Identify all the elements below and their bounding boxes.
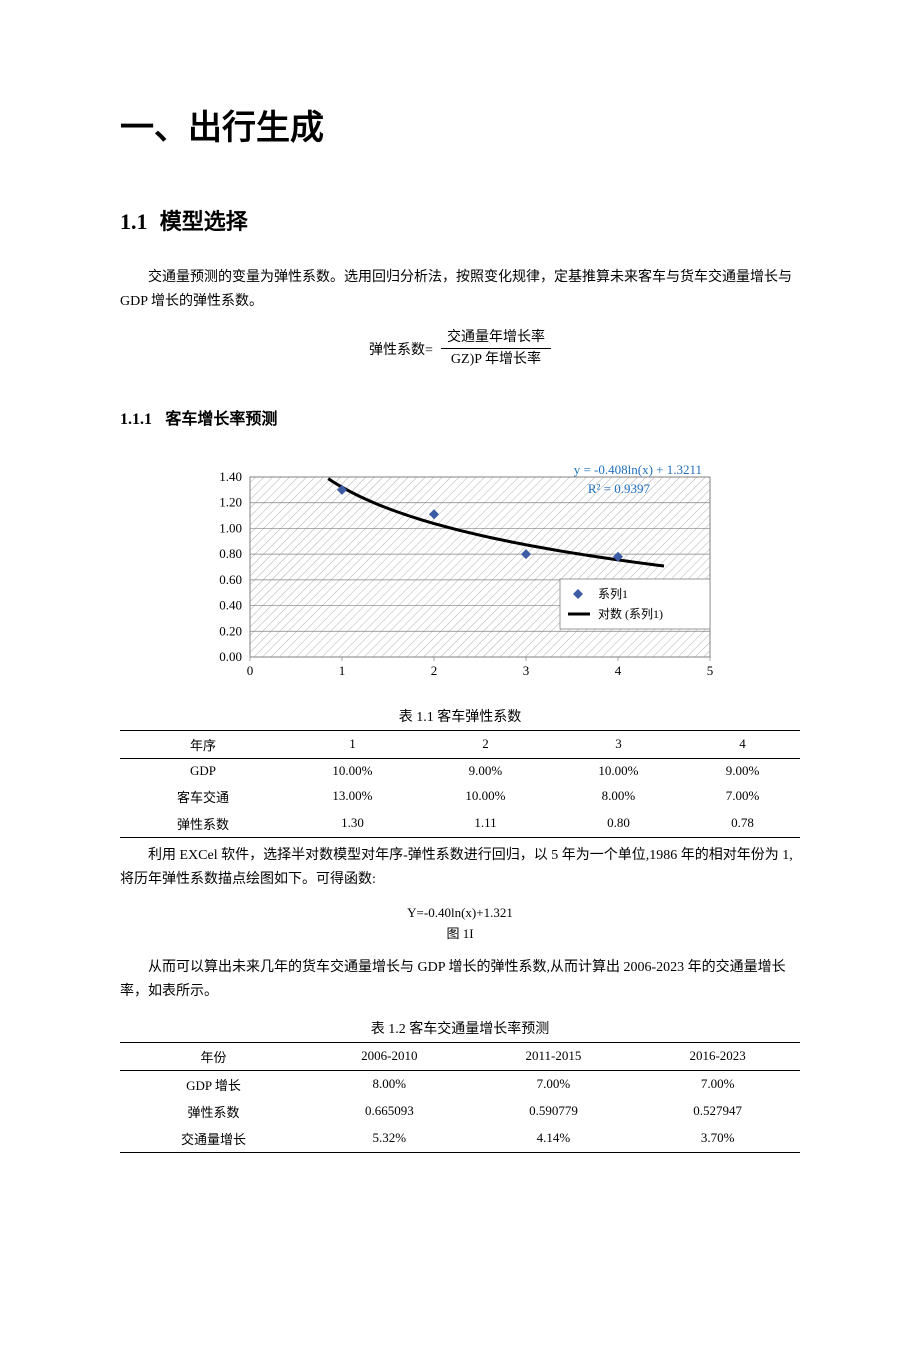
cell: 1.30 [286, 810, 419, 838]
cell: 7.00% [472, 1070, 636, 1098]
text: 增长的弹性系数。 [151, 294, 263, 309]
table2-caption: 表 1.2 客车交通量增长率预测 [120, 1018, 800, 1038]
row-label: 弹性系数 [120, 810, 286, 838]
cell: 7.00% [635, 1070, 800, 1098]
equation-line: Y=-0.40ln(x)+1.321 [120, 905, 800, 921]
row-label: GDP 增长 [120, 1070, 307, 1098]
svg-text:y = -0.408ln(x) + 1.3211: y = -0.408ln(x) + 1.3211 [574, 462, 702, 477]
col-label: 年份 [120, 1042, 307, 1070]
cell: 3.70% [635, 1125, 800, 1153]
cell: 8.00% [307, 1070, 472, 1098]
col-label: 年序 [120, 730, 286, 758]
row-label: 交通量增长 [120, 1125, 307, 1153]
svg-text:1: 1 [339, 663, 346, 678]
table-row: 弹性系数 0.665093 0.590779 0.527947 [120, 1098, 800, 1125]
cell: 4.14% [472, 1125, 636, 1153]
heading-1-1-1: 1.1.1 客车增长率预测 [120, 405, 800, 429]
heading-num: 1.1.1 [120, 411, 152, 428]
col-3: 3 [552, 730, 685, 758]
table-row: 弹性系数 1.30 1.11 0.80 0.78 [120, 810, 800, 838]
cell: 9.00% [685, 758, 800, 783]
svg-text:0: 0 [247, 663, 254, 678]
col-2: 2011-2015 [472, 1042, 636, 1070]
cell: 8.00% [552, 783, 685, 810]
heading-1-1: 1.1 模型选择 [120, 204, 800, 236]
row-label: 弹性系数 [120, 1098, 307, 1125]
col-4: 4 [685, 730, 800, 758]
table-row: 客车交通 13.00% 10.00% 8.00% 7.00% [120, 783, 800, 810]
cell: 10.00% [286, 758, 419, 783]
formula-lhs: 弹性系数= [369, 339, 433, 359]
table-row: 交通量增长 5.32% 4.14% 3.70% [120, 1125, 800, 1153]
cell: 10.00% [552, 758, 685, 783]
cell: 7.00% [685, 783, 800, 810]
formula: 弹性系数= 交通量年增长率 GZ)P 年增长率 [120, 328, 800, 370]
table-1-1: 年序 1 2 3 4 GDP 10.00% 9.00% 10.00% 9.00%… [120, 730, 800, 838]
formula-fraction: 交通量年增长率 GZ)P 年增长率 [441, 328, 551, 370]
svg-text:1.40: 1.40 [219, 469, 242, 484]
svg-text:5: 5 [707, 663, 714, 678]
heading-1: 一、出行生成 [120, 100, 800, 149]
cell: 5.32% [307, 1125, 472, 1153]
svg-text:对数 (系列1): 对数 (系列1) [598, 606, 663, 621]
text: 交通量预测的变量为弹性系数。选用回归分析法，按照变化规律，定基推算未来客车与货车… [148, 270, 792, 285]
heading-num: 1.1 [120, 209, 148, 234]
table-row: GDP 10.00% 9.00% 10.00% 9.00% [120, 758, 800, 783]
svg-text:4: 4 [615, 663, 622, 678]
cell: 0.665093 [307, 1098, 472, 1125]
figure-label: 图 1I [120, 923, 800, 942]
text: 利用 [148, 848, 176, 863]
cell: 9.00% [419, 758, 552, 783]
fraction-numerator: 交通量年增长率 [441, 328, 551, 350]
svg-text:2: 2 [431, 663, 438, 678]
table-header-row: 年序 1 2 3 4 [120, 730, 800, 758]
paragraph-3: 从而可以算出未来几年的货车交通量增长与 GDP 增长的弹性系数,从而计算出 20… [120, 956, 800, 1004]
col-1: 1 [286, 730, 419, 758]
svg-text:系列1: 系列1 [598, 587, 628, 601]
text-gdp: GDP [120, 294, 151, 309]
text: 从而可以算出未来几年的货车交通量增长与 [148, 960, 414, 975]
col-1: 2006-2010 [307, 1042, 472, 1070]
row-label: 客车交通 [120, 783, 286, 810]
svg-text:0.00: 0.00 [219, 649, 242, 664]
cell: 1.11 [419, 810, 552, 838]
table1-caption: 表 1.1 客车弹性系数 [120, 706, 800, 726]
chart-svg: 0.00 0.20 0.40 0.60 0.80 1.00 1.20 1.40 0 1 2 3 4 5 y … [180, 459, 740, 704]
svg-text:0.40: 0.40 [219, 597, 242, 612]
paragraph-2: 利用 EXCel 软件，选择半对数模型对年序-弹性系数进行回归，以 5 年为一个… [120, 844, 800, 892]
paragraph-1: 交通量预测的变量为弹性系数。选用回归分析法，按照变化规律，定基推算未来客车与货车… [120, 266, 800, 314]
row-label: GDP [120, 758, 286, 783]
col-2: 2 [419, 730, 552, 758]
cell: 13.00% [286, 783, 419, 810]
text: 软件，选择半对数模型对年序-弹性系数进行回归，以 5 年为一个单位,1986 年… [120, 848, 793, 887]
table-header-row: 年份 2006-2010 2011-2015 2016-2023 [120, 1042, 800, 1070]
cell: 0.590779 [472, 1098, 636, 1125]
text-excel: EXCel [176, 848, 221, 863]
text-gdp: GDP [414, 960, 449, 975]
svg-text:R² = 0.9397: R² = 0.9397 [588, 481, 651, 496]
svg-text:3: 3 [523, 663, 530, 678]
cell: 0.80 [552, 810, 685, 838]
cell: 0.527947 [635, 1098, 800, 1125]
cell: 10.00% [419, 783, 552, 810]
chart-1-1: 0.00 0.20 0.40 0.60 0.80 1.00 1.20 1.40 0 1 2 3 4 5 y … [120, 459, 800, 704]
table-row: GDP 增长 8.00% 7.00% 7.00% [120, 1070, 800, 1098]
svg-text:1.00: 1.00 [219, 520, 242, 535]
svg-text:0.60: 0.60 [219, 572, 242, 587]
heading-label: 客车增长率预测 [165, 411, 277, 428]
table-1-2: 年份 2006-2010 2011-2015 2016-2023 GDP 增长 … [120, 1042, 800, 1153]
cell: 0.78 [685, 810, 800, 838]
col-3: 2016-2023 [635, 1042, 800, 1070]
fraction-denominator: GZ)P 年增长率 [445, 349, 547, 370]
svg-text:0.20: 0.20 [219, 623, 242, 638]
svg-text:1.20: 1.20 [219, 494, 242, 509]
svg-text:0.80: 0.80 [219, 546, 242, 561]
heading-label: 模型选择 [160, 209, 248, 234]
